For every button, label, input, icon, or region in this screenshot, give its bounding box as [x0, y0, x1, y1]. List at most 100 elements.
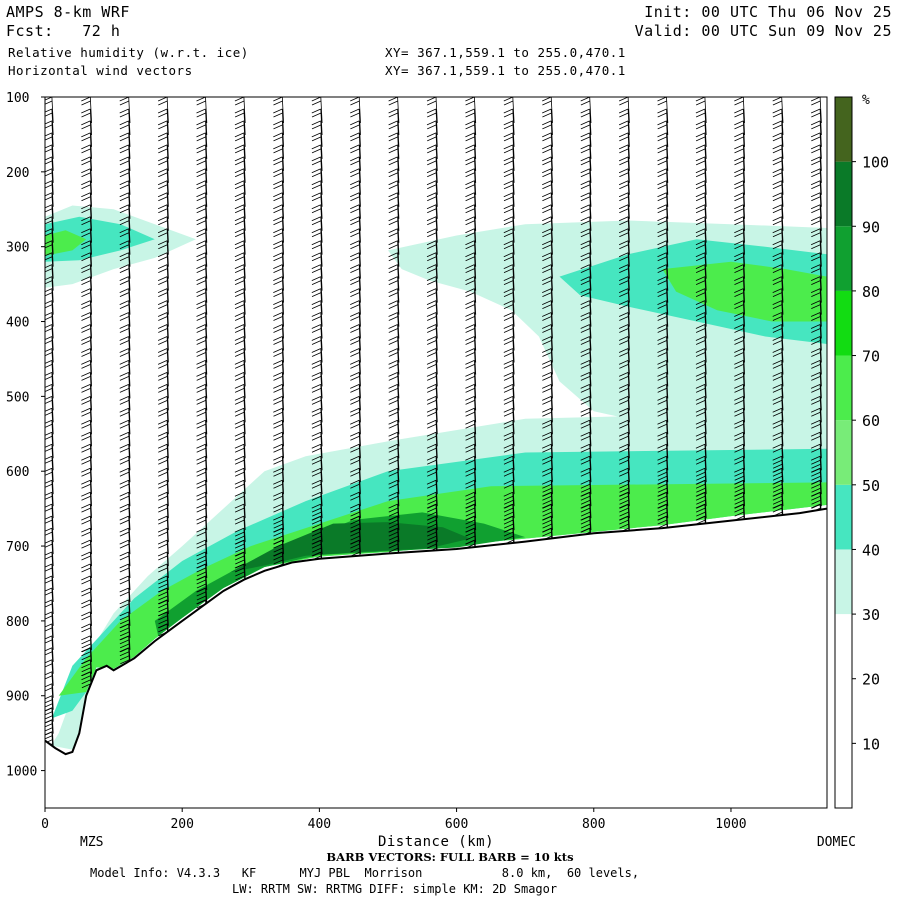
wind-barb [119, 180, 131, 207]
wind-barb [618, 360, 630, 387]
wind-barb [618, 144, 630, 171]
wind-barb [157, 276, 169, 303]
wind-barb [45, 360, 54, 387]
wind-barb [81, 396, 92, 423]
wind-barb [196, 252, 208, 279]
wind-barb [157, 575, 169, 603]
wind-barb [772, 348, 784, 375]
wind-barb [311, 252, 323, 279]
wind-barb [81, 647, 92, 674]
wind-barb [657, 467, 669, 495]
wind-barb [350, 144, 361, 171]
wind-barb [657, 264, 669, 291]
wind-barb [695, 455, 707, 483]
wind-barb [657, 228, 669, 255]
wind-barb [388, 228, 400, 255]
wind-barb [45, 288, 54, 315]
wind-barb [311, 348, 323, 375]
wind-barb [772, 479, 784, 507]
wind-barb [542, 120, 553, 147]
wind-barb [350, 419, 361, 447]
colorbar-tick-label: 40 [862, 541, 880, 559]
wind-barb [810, 455, 822, 483]
wind-barb [465, 108, 477, 136]
wind-barb [772, 180, 784, 207]
field-name-wind: Horizontal wind vectors [8, 63, 193, 78]
wind-barb [465, 336, 477, 363]
wind-barb [81, 108, 92, 136]
wind-barb [426, 108, 438, 136]
wind-barb [695, 97, 707, 124]
wind-barb [734, 168, 745, 195]
wind-barb [81, 360, 92, 387]
plot-frame [44, 96, 828, 809]
wind-barb [273, 360, 284, 387]
wind-barb [119, 527, 131, 555]
y-tick-label: 300 [6, 241, 29, 256]
colorbar-frame [834, 96, 853, 809]
colorbar-swatch [835, 161, 852, 227]
wind-barb [234, 204, 246, 231]
wind-barb [503, 300, 515, 327]
wind-barb [45, 659, 54, 686]
wind-barb [234, 539, 246, 567]
wind-barb [234, 396, 246, 423]
end-location-label: DOMEC [817, 835, 856, 850]
wind-barb [810, 491, 822, 519]
wind-barb [234, 240, 246, 267]
wind-barb [350, 204, 361, 231]
wind-barb [580, 240, 592, 267]
wind-barb [157, 132, 169, 159]
wind-barb [734, 144, 745, 171]
wind-barb [119, 348, 131, 375]
wind-barb [542, 312, 553, 339]
wind-barb [695, 300, 707, 327]
wind-barb [503, 348, 515, 375]
wind-barb [350, 491, 361, 519]
wind-barb [273, 276, 284, 303]
wind-barb [45, 168, 54, 195]
wind-barb [618, 180, 630, 207]
wind-barb [465, 503, 477, 531]
wind-barb [772, 288, 784, 315]
wind-barb [311, 503, 323, 531]
wind-barb [234, 180, 246, 207]
wind-barb [734, 503, 745, 531]
wind-barb [772, 132, 784, 159]
wind-barb [657, 384, 669, 411]
wind-barb [81, 539, 92, 567]
wind-barb [810, 336, 822, 363]
wind-barb [503, 515, 515, 543]
wind-barb [734, 288, 745, 315]
wind-barb [196, 491, 208, 519]
wind-barb [695, 419, 707, 447]
wind-barb [81, 659, 92, 686]
wind-barb [542, 431, 553, 459]
wind-barb [426, 312, 438, 339]
wind-barb [772, 419, 784, 447]
wind-barb [273, 431, 284, 459]
wind-barb [119, 324, 131, 351]
wind-barb [273, 216, 284, 243]
wind-barb [772, 300, 784, 327]
wind-barb [273, 455, 284, 483]
wind-barb [426, 156, 438, 183]
wind-barb [388, 479, 400, 507]
wind-barb [234, 372, 246, 399]
wind-barb [45, 132, 54, 159]
wind-barb [580, 372, 592, 399]
wind-barb [772, 360, 784, 387]
rh-region [662, 261, 827, 322]
wind-barb [119, 575, 131, 603]
rh-region [230, 522, 471, 573]
wind-barb [196, 168, 208, 195]
wind-barb [157, 503, 169, 531]
wind-barb [81, 407, 92, 435]
wind-barb [119, 264, 131, 291]
wind-barb [45, 491, 54, 519]
wind-barb [772, 252, 784, 279]
wind-barb [810, 97, 822, 124]
colorbar-swatch [835, 614, 852, 679]
wind-barb [810, 467, 822, 495]
wind-barb [426, 348, 438, 375]
